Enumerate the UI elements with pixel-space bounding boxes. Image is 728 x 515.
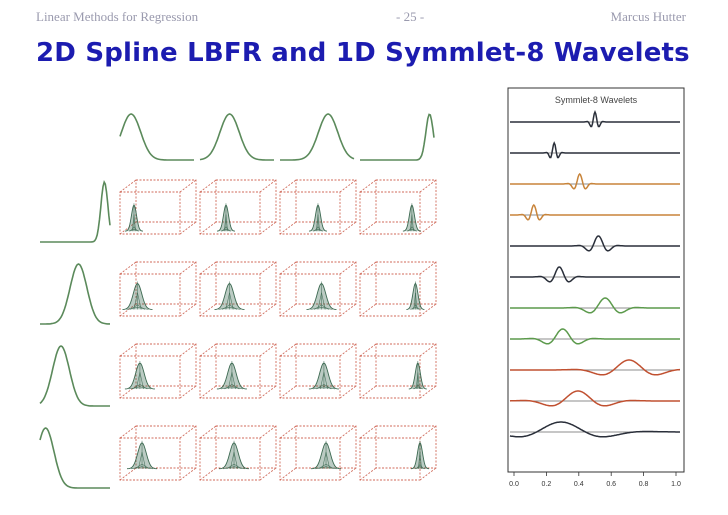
slide-title: 2D Spline LBFR and 1D Symmlet-8 Wavelets (36, 38, 690, 68)
x-tick-label: 0.6 (606, 481, 616, 488)
header-author: Marcus Hutter (610, 9, 686, 24)
tensor-product-box (279, 261, 357, 317)
tensor-product-box (199, 425, 277, 481)
tensor-product-box (279, 425, 357, 481)
x-tick-label: 0.4 (574, 481, 584, 488)
tensor-product-box (359, 343, 437, 399)
wavelet-panel-title: Symmlet-8 Wavelets (555, 95, 638, 105)
wavelet-curve (510, 172, 680, 190)
left-basis-curve (39, 427, 110, 489)
wavelet-frame (507, 87, 685, 473)
wavelet-curve (510, 109, 680, 128)
wavelet-curve (510, 203, 680, 221)
symmlet-wavelet-figure: Symmlet-8 Wavelets 0.0 0.2 0.4 0.6 0.8 1.0 (507, 87, 685, 488)
left-basis-curve (40, 179, 111, 243)
tensor-product-box (199, 261, 277, 317)
wavelet-curve (509, 421, 680, 438)
spline-basis-figure (39, 113, 437, 489)
tensor-product-box (359, 261, 437, 317)
tensor-product-box (359, 179, 437, 235)
x-tick-label: 0.8 (639, 481, 649, 488)
wavelet-curve (510, 266, 680, 283)
top-basis-curve (199, 113, 274, 161)
top-basis-curve (119, 113, 194, 161)
wavelet-curve (510, 141, 680, 159)
x-tick-label: 1.0 (671, 481, 681, 488)
tensor-product-box (119, 425, 197, 481)
top-basis-curve (280, 113, 355, 161)
header-page-number: - 25 - (396, 9, 425, 24)
wavelet-curve (510, 235, 680, 252)
x-tick-label: 0.0 (509, 481, 519, 488)
tensor-product-box (199, 343, 277, 399)
header-left-title: Linear Methods for Regression (36, 9, 199, 24)
slide-header: Linear Methods for Regression - 25 - Mar… (36, 9, 686, 27)
wavelet-curve (510, 359, 680, 376)
tensor-product-box (279, 343, 357, 399)
wavelet-curve (509, 390, 680, 407)
wavelet-curve (510, 297, 680, 314)
top-basis-curve (360, 113, 435, 161)
tensor-product-box (199, 179, 277, 235)
tensor-product-box (119, 179, 197, 235)
tensor-product-box (119, 261, 197, 317)
left-basis-curve (39, 345, 110, 407)
x-tick-label: 0.2 (542, 481, 552, 488)
wavelet-curve (510, 328, 680, 345)
tensor-product-box (359, 425, 437, 481)
tensor-product-box (119, 343, 197, 399)
left-basis-curve (40, 263, 110, 325)
tensor-product-box (279, 179, 357, 235)
